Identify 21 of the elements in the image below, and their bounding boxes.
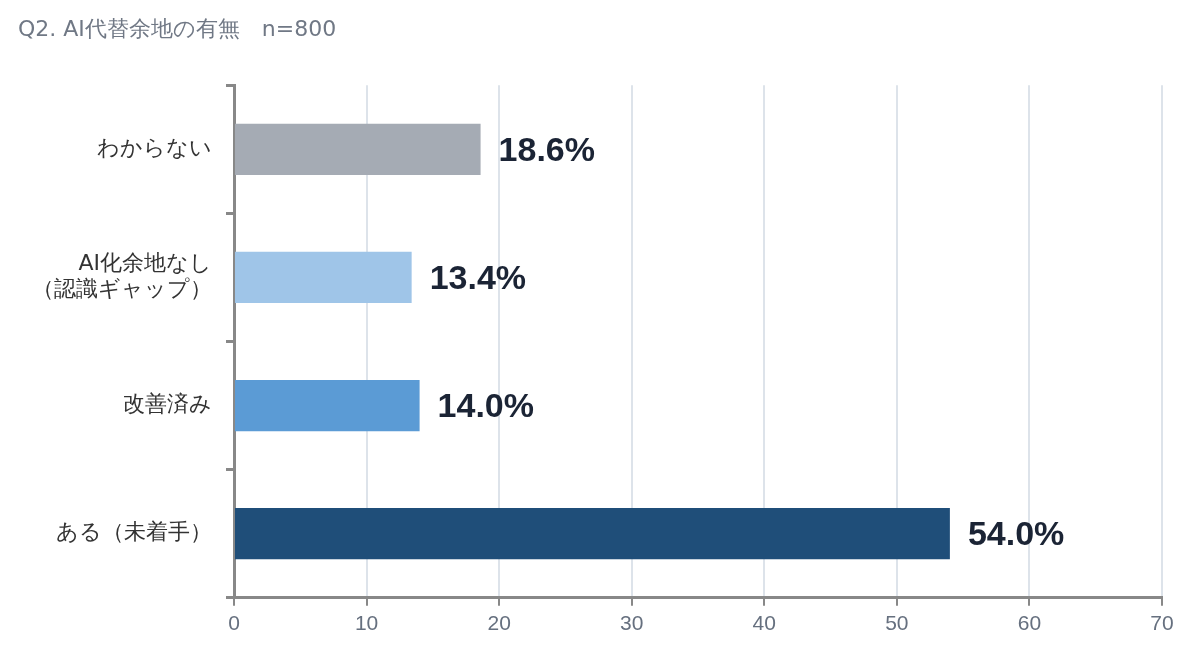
- data-label: 18.6%: [498, 129, 595, 168]
- x-tick-label: 60: [1017, 611, 1042, 635]
- bar: [235, 508, 950, 560]
- x-tick-label: 50: [885, 611, 909, 635]
- y-tick-label: AI化余地なし（認識ギャップ）: [32, 249, 212, 302]
- y-tick-label: わからない: [97, 134, 212, 160]
- chart-title: Q2. AI代替余地の有無 n=800: [17, 15, 338, 43]
- x-tick-label: 70: [1150, 611, 1174, 635]
- bar: [235, 251, 412, 304]
- data-label: 13.4%: [429, 257, 527, 296]
- x-tick-label: 40: [752, 611, 776, 635]
- x-tick-label: 0: [228, 611, 240, 635]
- x-tick-label: 10: [354, 611, 379, 635]
- x-tick-label: 20: [487, 611, 511, 635]
- x-tick-label: 30: [620, 611, 644, 635]
- bar: [235, 379, 420, 432]
- bar: [235, 123, 481, 175]
- data-label: 54.0%: [967, 514, 1065, 553]
- y-tick-label: 改善済み: [123, 391, 212, 417]
- data-label: 14.0%: [437, 385, 535, 424]
- y-tick-label: ある（未着手）: [56, 519, 212, 545]
